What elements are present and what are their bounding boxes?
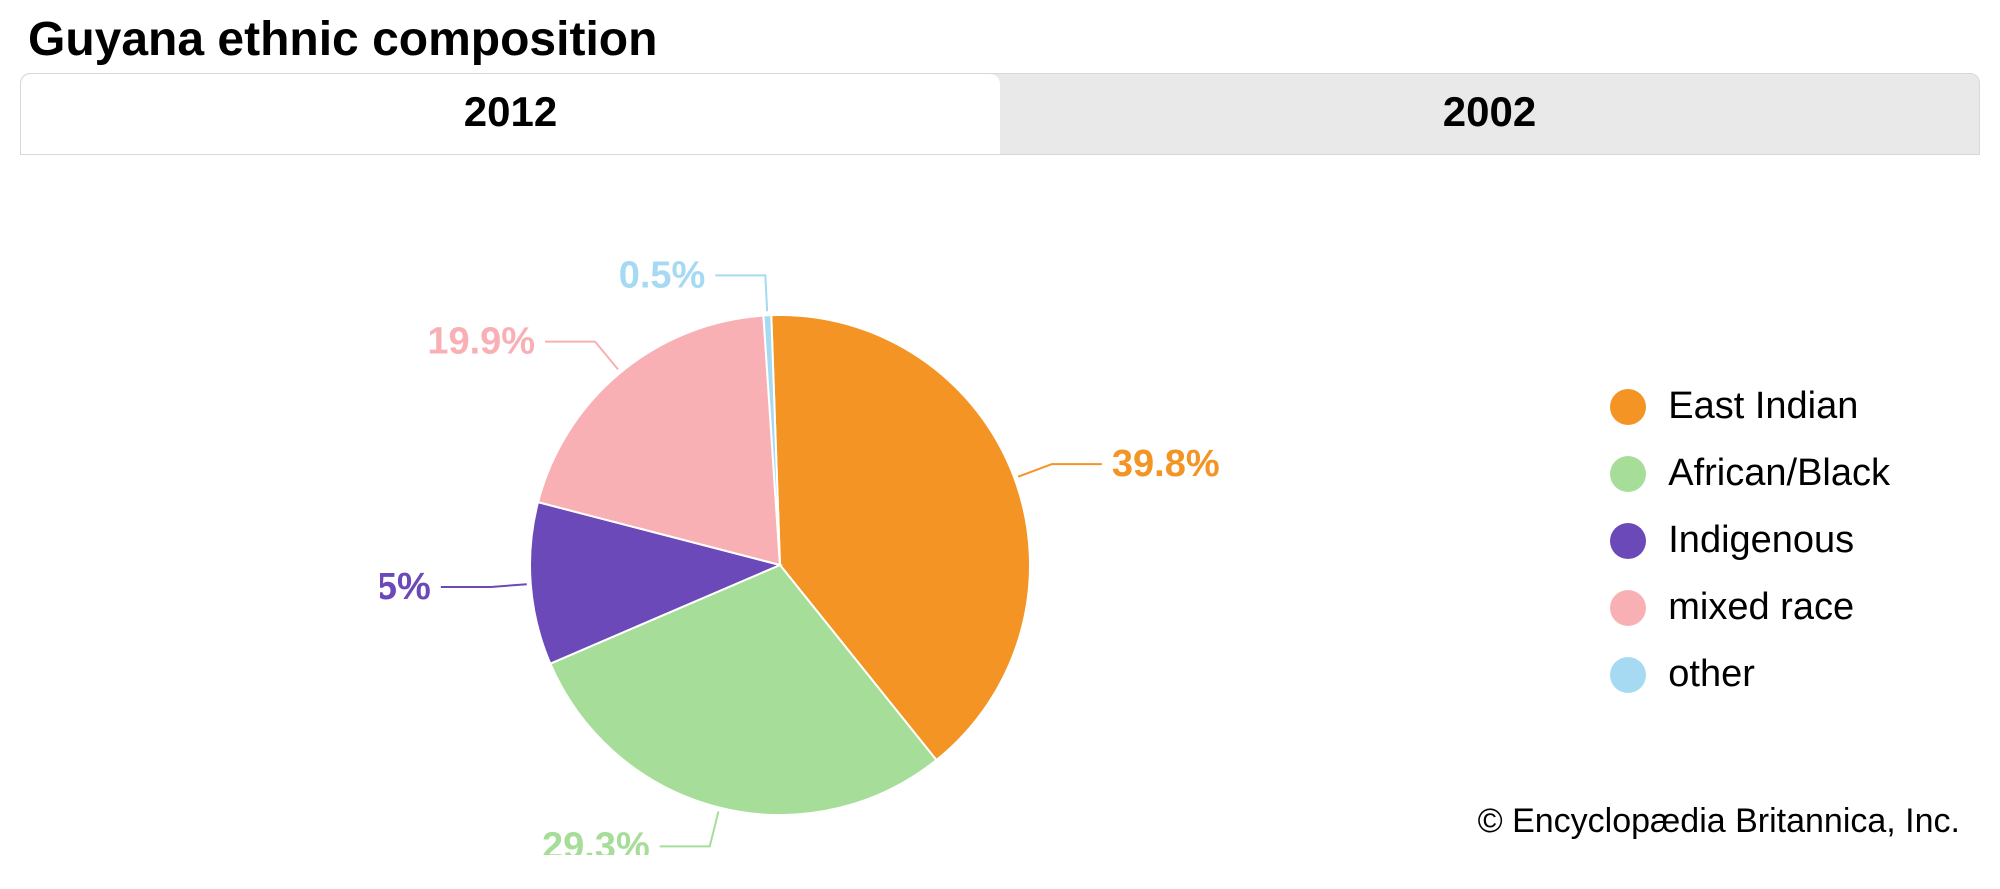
leader-line <box>715 275 767 311</box>
legend-swatch <box>1610 389 1646 425</box>
legend-item: mixed race <box>1610 586 1890 629</box>
slice-label: 10.5% <box>380 566 431 608</box>
leader-line <box>1018 464 1102 477</box>
legend-item: African/Black <box>1610 452 1890 495</box>
legend-item: Indigenous <box>1610 519 1890 562</box>
slice-label: 39.8% <box>1112 443 1220 485</box>
legend-label: Indigenous <box>1668 519 1854 562</box>
legend-item: other <box>1610 653 1890 696</box>
legend-label: East Indian <box>1668 385 1858 428</box>
tab-2012[interactable]: 2012 <box>21 74 1000 154</box>
legend-swatch <box>1610 590 1646 626</box>
slice-label: 19.9% <box>427 321 535 363</box>
credit-text: © Encyclopædia Britannica, Inc. <box>1478 802 1960 841</box>
legend: East Indian African/Black Indigenous mixed … <box>1610 385 1890 720</box>
legend-label: other <box>1668 653 1755 696</box>
legend-label: African/Black <box>1668 452 1890 495</box>
legend-item: East Indian <box>1610 385 1890 428</box>
page-title: Guyana ethnic composition <box>0 0 2000 73</box>
legend-swatch <box>1610 456 1646 492</box>
leader-line <box>660 811 719 846</box>
legend-label: mixed race <box>1668 586 1854 629</box>
slice-label: 29.3% <box>542 825 650 855</box>
year-tabs: 2012 2002 <box>20 73 1980 155</box>
leader-line <box>545 342 618 370</box>
pie-chart: 39.8% 29.3% 10.5% 19.9% 0.5% <box>380 195 1280 855</box>
tab-2002[interactable]: 2002 <box>1000 74 1979 154</box>
chart-area: 39.8% 29.3% 10.5% 19.9% 0.5% East Indian Afri… <box>0 155 2000 855</box>
leader-line <box>441 584 527 587</box>
legend-swatch <box>1610 657 1646 693</box>
slice-label: 0.5% <box>619 254 706 296</box>
legend-swatch <box>1610 523 1646 559</box>
